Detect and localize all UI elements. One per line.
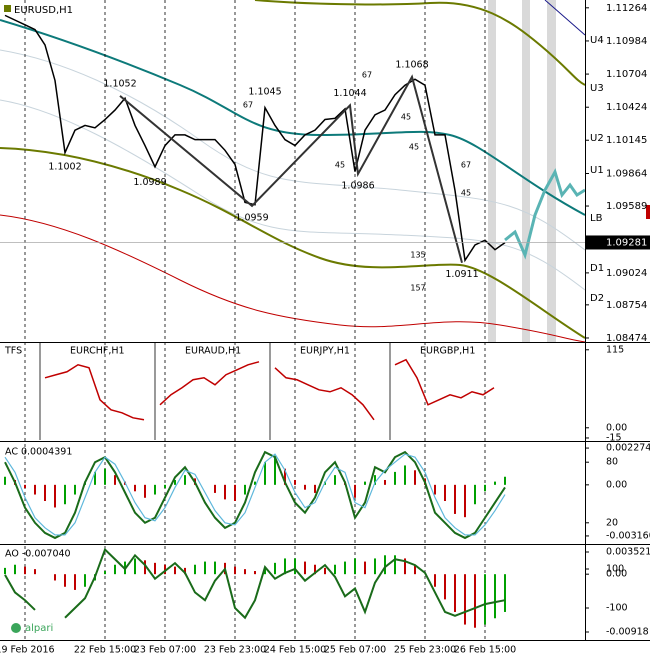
y-tick-label: 1.09589 — [606, 201, 647, 212]
logo-icon — [11, 623, 21, 633]
last-price-box — [586, 235, 650, 250]
y-tick-label: -0.00918 — [606, 627, 649, 638]
y-tick-label: 1.10145 — [606, 135, 647, 146]
fib-label: 67 — [362, 71, 372, 80]
symbol-line — [44, 363, 145, 421]
symbol-icon — [4, 5, 11, 12]
indicator-line — [4, 453, 506, 536]
y-tick-label: 1.11264 — [606, 3, 647, 14]
symbol-line — [394, 358, 495, 406]
y-tick-label: 1.09024 — [606, 268, 647, 279]
forecast-band — [547, 0, 556, 342]
upper-band-olive — [254, 0, 586, 86]
fib-label: 45 — [461, 189, 471, 198]
legend-label: EURAUD,H1 — [185, 346, 241, 357]
y-tick-label: -0.003160 — [606, 530, 650, 541]
y-tick-label: 20 — [606, 517, 618, 528]
indicator-line — [4, 574, 36, 611]
indicator-line — [4, 450, 506, 540]
legend-label: EURCHF,H1 — [70, 346, 125, 357]
x-tick-label: 24 Feb 15:00 — [264, 645, 326, 656]
y-tick-label: 0.00 — [606, 479, 627, 490]
fib-label: 45 — [335, 161, 345, 170]
forecast-line — [504, 168, 586, 260]
indicator-line — [64, 547, 506, 620]
y-tick-label: 115 — [606, 344, 624, 355]
y-tick-label: 0.003521 — [606, 546, 650, 557]
y-tick-label: 1.08474 — [606, 333, 647, 344]
fib-label: 67 — [461, 161, 471, 170]
y-tick-label: 1.10984 — [606, 36, 647, 47]
level-label: LB — [590, 213, 603, 224]
pivot-label: 1.1045 — [248, 87, 281, 98]
zigzag — [119, 74, 463, 263]
panel-title: AC 0.0004391 — [5, 447, 72, 458]
pivot-label: 1.0986 — [341, 180, 374, 191]
y-tick-label: 1.09864 — [606, 168, 647, 179]
panel-title: TFS — [4, 346, 22, 357]
symbol-line — [159, 361, 260, 406]
pivot-label: 1.1068 — [395, 59, 428, 70]
price-line — [4, 14, 506, 263]
thin-band — [0, 49, 586, 251]
main-decor — [0, 0, 586, 343]
fib-label: 157 — [410, 284, 425, 293]
y-tick-label: 0.00 — [606, 422, 627, 433]
panel-title: AO -0.007040 — [5, 549, 71, 560]
fib-label: 45 — [401, 113, 411, 122]
level-label: U1 — [590, 165, 604, 176]
x-tick-label: 25 Feb 07:00 — [324, 645, 386, 656]
last-price-label: 1.09281 — [606, 237, 647, 248]
x-tick-label: 19 Feb 2016 — [0, 645, 55, 656]
level-label: D1 — [590, 263, 604, 274]
pivot-label: 1.1044 — [333, 88, 366, 99]
pivot-label: 1.0989 — [133, 177, 166, 188]
x-tick-label: 23 Feb 23:00 — [204, 645, 266, 656]
legend-label: EURJPY,H1 — [300, 346, 350, 357]
y-tick-label: 100 — [606, 563, 624, 574]
y-tick-label: 0.00 — [606, 569, 627, 580]
trend-line — [544, 0, 586, 36]
fib-label: 45 — [409, 143, 419, 152]
x-tick-label: 22 Feb 15:00 — [74, 645, 136, 656]
fib-label: 135 — [410, 251, 425, 260]
y-tick-label: 1.08754 — [606, 300, 647, 311]
x-tick-label: 23 Feb 07:00 — [134, 645, 196, 656]
lower-band-red — [0, 214, 586, 343]
y-tick-label: -15 — [606, 432, 622, 443]
forecast-band — [522, 0, 530, 342]
lower-band-olive — [0, 147, 586, 339]
pivot-label: 1.1002 — [48, 162, 81, 173]
pivot-label: 1.0911 — [445, 269, 478, 280]
symbol-line — [274, 367, 375, 421]
chart-title: EURUSD,H1 — [14, 5, 73, 16]
y-tick-label: 80 — [606, 457, 618, 468]
y-tick-label: 1.10704 — [606, 69, 647, 80]
level-label: U2 — [590, 133, 604, 144]
level-label: U4 — [590, 35, 604, 46]
y-tick-label: -100 — [606, 603, 628, 614]
level-label: U3 — [590, 83, 604, 94]
forecast-band — [488, 0, 496, 342]
marker — [646, 205, 650, 219]
y-tick-label: 0.002274 — [606, 443, 650, 454]
legend-label: EURGBP,H1 — [420, 346, 475, 357]
x-tick-label: 25 Feb 23:00 — [394, 645, 456, 656]
pivot-label: 1.0959 — [235, 212, 268, 223]
x-tick-label: 26 Feb 15:00 — [454, 645, 516, 656]
level-label: D2 — [590, 293, 604, 304]
pivot-label: 1.1052 — [103, 78, 136, 89]
y-tick-label: 1.10424 — [606, 102, 647, 113]
logo: alpari — [25, 623, 53, 634]
fib-label: 67 — [243, 101, 253, 110]
thin-band — [0, 99, 586, 291]
